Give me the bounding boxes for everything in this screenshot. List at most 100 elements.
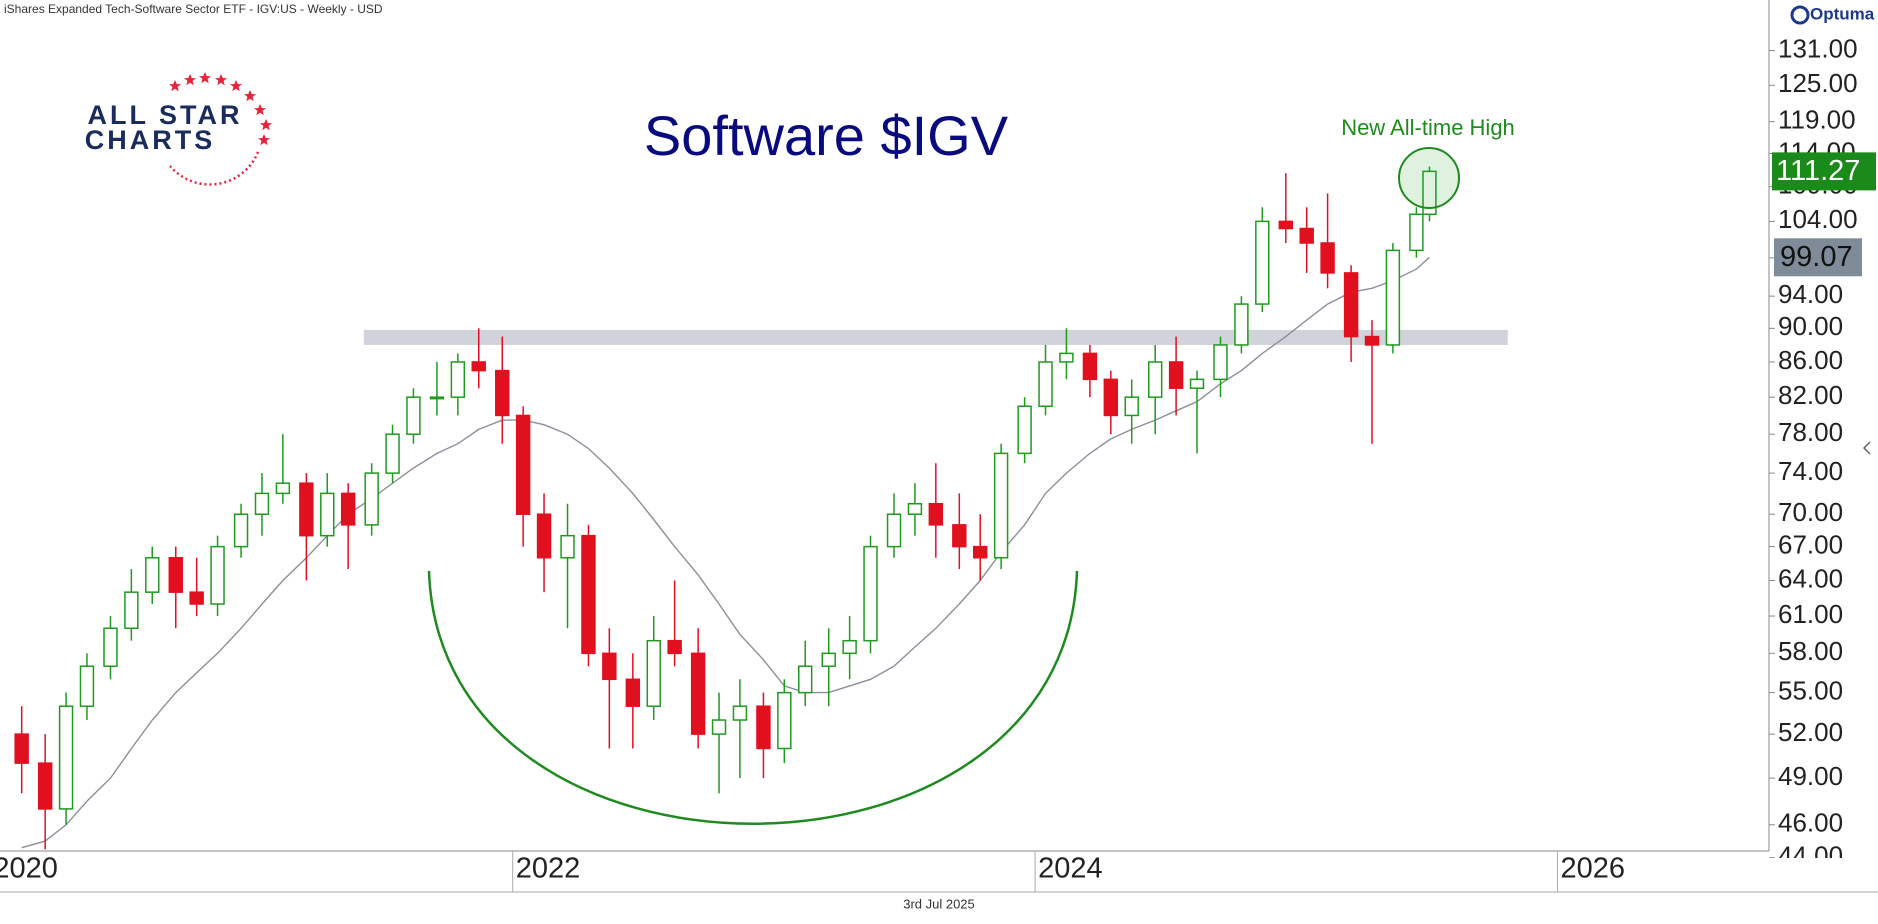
y-tick-label: 90.00 <box>1778 311 1843 341</box>
candle-body <box>732 705 748 721</box>
candle-body <box>821 652 836 667</box>
y-tick-label: 46.00 <box>1778 808 1843 838</box>
candle-body <box>646 639 661 707</box>
candle-body <box>1409 213 1424 252</box>
candle-body <box>1320 242 1335 274</box>
moving-average <box>21 256 1430 849</box>
candle-body <box>58 705 74 810</box>
candle-body <box>79 665 95 707</box>
x-tick-label: 2026 <box>1560 853 1625 885</box>
date-label: 3rd Jul 2025 <box>903 896 975 911</box>
candle-body <box>928 502 944 526</box>
candle-body <box>364 472 379 526</box>
candle-body <box>103 627 118 667</box>
candle-body <box>886 513 902 548</box>
candle-body <box>973 545 988 559</box>
y-tick-label: 104.00 <box>1778 204 1858 234</box>
candle-body <box>536 513 552 559</box>
x-axis: 2020 2022 2024 2026 <box>0 851 1625 892</box>
candle-body <box>14 733 29 764</box>
ma-price-box <box>1774 238 1862 277</box>
x-tick-label: 2024 <box>1038 853 1103 885</box>
candle-body <box>1189 378 1205 389</box>
candle-body <box>560 534 575 559</box>
plot-area <box>14 166 1508 850</box>
y-tick-label: 44.00 <box>1778 841 1843 871</box>
candle-body <box>1422 170 1437 216</box>
candle-body <box>625 678 641 707</box>
candle-body <box>602 652 617 681</box>
y-axis: 131.00125.00119.00114.00109.00104.0099.0… <box>1769 33 1858 871</box>
logo-line: ALL STAR <box>88 100 243 130</box>
candle-body <box>299 482 314 537</box>
y-tick-label: 61.00 <box>1778 599 1843 629</box>
candle-body <box>1385 249 1401 346</box>
y-tick-label: 74.00 <box>1778 456 1843 486</box>
y-tick-label: 78.00 <box>1778 417 1843 447</box>
price-labels: 111.27 99.07 <box>1772 152 1876 277</box>
brand-logo: Optuma <box>1790 4 1875 25</box>
candle-body <box>340 492 356 526</box>
candle-body <box>1168 361 1184 389</box>
last-price-box <box>1772 152 1876 191</box>
y-tick-label: 58.00 <box>1778 636 1843 666</box>
candle-body <box>1038 361 1053 408</box>
candle-body <box>124 591 139 630</box>
brand-name: Optuma <box>1810 4 1875 23</box>
y-tick-label: 94.00 <box>1778 279 1843 309</box>
y-tick-label: 64.00 <box>1778 563 1843 593</box>
candle-body <box>993 452 1009 559</box>
collapse-arrow <box>1862 441 1871 455</box>
source-label: iShares Expanded Tech-Software Sector ET… <box>4 2 383 16</box>
candle-body <box>1299 227 1314 244</box>
x-tick-label: 2022 <box>516 853 581 885</box>
cup-arc <box>427 570 1079 825</box>
candle-body <box>1017 405 1032 455</box>
candle-body <box>1278 220 1294 230</box>
candle-body <box>1234 303 1249 346</box>
y-tick-label: 55.00 <box>1778 675 1843 705</box>
candle-body <box>667 639 682 655</box>
candle-body <box>1364 335 1380 346</box>
candle-body <box>952 524 967 548</box>
logo: ALL STAR CHARTS <box>85 72 272 186</box>
candle-body <box>450 361 466 398</box>
candle-body <box>1124 396 1139 417</box>
candle-body <box>471 361 486 372</box>
candle-body <box>1059 352 1074 363</box>
y-tick-label: 52.00 <box>1778 717 1843 747</box>
candle-body <box>842 639 857 655</box>
annotation: New All-time High <box>1341 115 1515 140</box>
candle-body <box>254 492 270 515</box>
logo-line: CHARTS <box>85 125 216 155</box>
candle-body <box>495 369 510 417</box>
high-circle <box>1398 147 1460 209</box>
candle-body <box>210 545 225 605</box>
candle-body <box>233 513 249 548</box>
candle-body <box>1343 272 1359 338</box>
candle-body <box>777 691 792 750</box>
candle-body <box>690 652 706 735</box>
candle-body <box>1255 220 1270 305</box>
candle-body <box>1082 352 1098 381</box>
candle-body <box>385 433 400 474</box>
candle-body <box>320 492 335 537</box>
y-tick-label: 82.00 <box>1778 380 1843 410</box>
y-tick-label: 67.00 <box>1778 530 1843 560</box>
candle-body <box>1148 361 1163 398</box>
candle-body <box>756 705 771 750</box>
candle-body <box>275 482 291 495</box>
candle-body <box>1103 378 1119 417</box>
y-tick-label: 86.00 <box>1778 345 1843 375</box>
candle-body <box>429 396 445 400</box>
candle-body <box>798 665 813 694</box>
y-tick-label: 131.00 <box>1778 33 1858 63</box>
candle-body <box>907 502 923 515</box>
chart-title: Software $IGV <box>644 104 1009 167</box>
x-tick-label: 2020 <box>0 853 58 885</box>
ma-price-label: 99.07 <box>1780 241 1853 273</box>
y-tick-label: 70.00 <box>1778 497 1843 527</box>
